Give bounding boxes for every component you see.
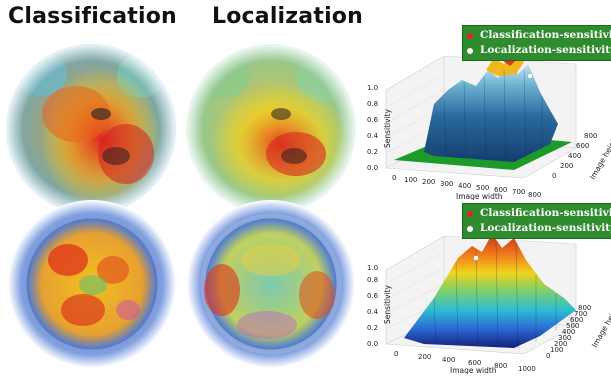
legend-item-localization: Localization-sensitivity bbox=[467, 221, 611, 236]
classification-marker-icon bbox=[467, 32, 473, 39]
x-tick: 1000 bbox=[518, 365, 536, 373]
x-tick: 0 bbox=[394, 350, 398, 358]
x-tick: 600 bbox=[468, 359, 481, 367]
y-tick: 400 bbox=[562, 328, 575, 336]
x-tick: 300 bbox=[440, 180, 453, 188]
z-axis-label: Sensitivity bbox=[383, 108, 392, 148]
z-tick: 0.0 bbox=[367, 164, 378, 172]
z-tick: 0.0 bbox=[367, 340, 378, 348]
legend-label: Localization-sensitivity bbox=[480, 222, 611, 234]
x-tick: 600 bbox=[494, 186, 507, 194]
x-tick: 400 bbox=[458, 182, 471, 190]
z-tick: 0.8 bbox=[367, 276, 378, 284]
y-tick: 800 bbox=[578, 304, 591, 312]
classification-marker-icon bbox=[467, 210, 473, 217]
z-tick: 0.8 bbox=[367, 100, 378, 108]
x-tick: 200 bbox=[422, 178, 435, 186]
legend-top: Classification-sensitivity Localization-… bbox=[462, 25, 611, 61]
z-tick: 0.6 bbox=[367, 116, 379, 124]
z-tick: 0.2 bbox=[367, 148, 378, 156]
dish-localization-heatmap bbox=[187, 200, 355, 368]
bear-localization-heatmap bbox=[186, 44, 356, 214]
x-axis-label: Image width bbox=[456, 192, 503, 200]
y-tick: 700 bbox=[574, 310, 587, 318]
y-tick: 100 bbox=[550, 346, 563, 354]
bear-classification-heatmap bbox=[6, 44, 176, 214]
z-tick: 0.6 bbox=[367, 292, 379, 300]
y-tick: 0 bbox=[552, 172, 556, 180]
x-tick: 400 bbox=[442, 356, 455, 364]
y-tick: 400 bbox=[568, 152, 581, 160]
x-tick: 0 bbox=[392, 174, 396, 182]
x-tick: 200 bbox=[418, 353, 431, 361]
y-tick: 200 bbox=[560, 162, 573, 170]
z-tick: 0.4 bbox=[367, 132, 379, 140]
x-tick: 100 bbox=[404, 176, 417, 184]
legend-item-classification: Classification-sensitivity bbox=[467, 206, 611, 221]
z-tick: 0.4 bbox=[367, 308, 379, 316]
legend-label: Classification-sensitivity bbox=[480, 29, 611, 41]
y-axis-label: Image height bbox=[588, 133, 611, 181]
x-axis-label: Image width bbox=[450, 366, 497, 374]
localization-title: Localization bbox=[212, 4, 363, 29]
z-tick: 0.2 bbox=[367, 324, 378, 332]
legend-bottom: Classification-sensitivity Localization-… bbox=[462, 203, 611, 239]
sensitivity-surface-plot-bottom: 0.0 0.2 0.4 0.6 0.8 1.0 Sensitivity 0 20… bbox=[364, 198, 611, 375]
y-tick: 300 bbox=[558, 334, 571, 342]
classification-title: Classification bbox=[8, 4, 177, 29]
x-tick: 700 bbox=[512, 188, 525, 196]
z-tick: 1.0 bbox=[367, 264, 378, 272]
sensitivity-surface-plot-top: 0.0 0.2 0.4 0.6 0.8 1.0 Sensitivity 0 10… bbox=[364, 20, 611, 201]
legend-label: Localization-sensitivity bbox=[480, 44, 611, 56]
localization-marker-icon bbox=[467, 225, 473, 232]
legend-item-classification: Classification-sensitivity bbox=[467, 28, 611, 43]
y-tick: 200 bbox=[554, 340, 567, 348]
y-tick: 500 bbox=[566, 322, 579, 330]
y-axis-label: Image height bbox=[590, 301, 611, 349]
localization-marker-icon bbox=[467, 47, 473, 54]
x-tick: 800 bbox=[528, 191, 541, 199]
y-tick: 600 bbox=[570, 316, 583, 324]
dish-classification-heatmap bbox=[8, 200, 176, 368]
legend-item-localization: Localization-sensitivity bbox=[467, 43, 611, 58]
y-tick: 0 bbox=[546, 352, 550, 360]
x-tick: 500 bbox=[476, 184, 489, 192]
y-tick: 800 bbox=[584, 132, 597, 140]
legend-label: Classification-sensitivity bbox=[480, 207, 611, 219]
x-tick: 800 bbox=[494, 362, 507, 370]
z-axis-label: Sensitivity bbox=[383, 284, 392, 324]
z-tick: 1.0 bbox=[367, 84, 378, 92]
y-tick: 600 bbox=[576, 142, 589, 150]
